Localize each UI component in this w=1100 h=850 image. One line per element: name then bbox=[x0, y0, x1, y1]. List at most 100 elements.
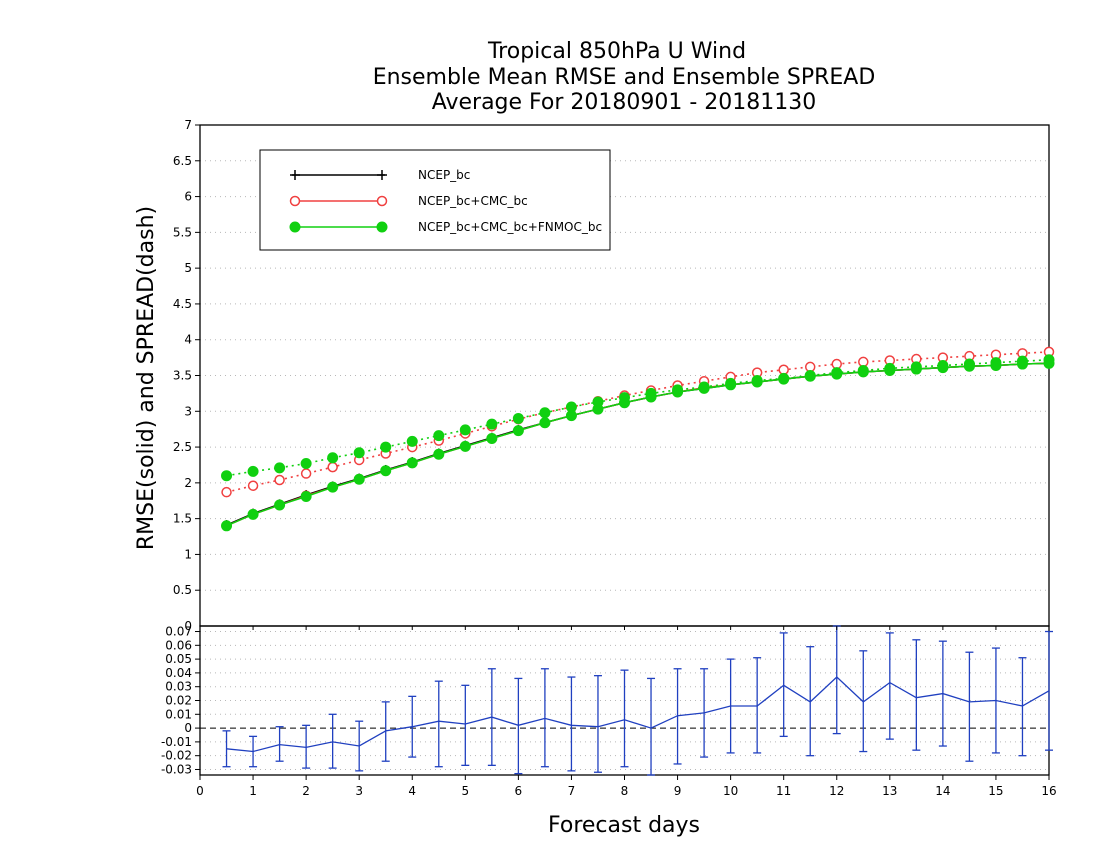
spread-point bbox=[512, 412, 524, 424]
x-tick-label: 12 bbox=[829, 784, 844, 798]
y-tick-label: 7 bbox=[184, 118, 192, 132]
error-bar bbox=[885, 632, 894, 740]
spread-point bbox=[247, 480, 259, 491]
legend-box bbox=[259, 149, 611, 251]
y-tick-label: 6 bbox=[184, 190, 192, 204]
rmse-point bbox=[831, 368, 843, 380]
error-bar bbox=[567, 676, 576, 772]
rmse-point bbox=[698, 382, 710, 394]
y-tick-label: 0 bbox=[184, 721, 192, 735]
series-2 bbox=[221, 354, 1055, 532]
x-tick-label: 4 bbox=[408, 784, 416, 798]
rmse-point bbox=[274, 499, 286, 511]
error-bar bbox=[434, 680, 443, 768]
x-tick-label: 10 bbox=[723, 784, 738, 798]
error-bar bbox=[912, 639, 921, 751]
rmse-point bbox=[725, 379, 737, 391]
spread-line bbox=[226, 359, 1050, 477]
rmse-point bbox=[937, 362, 949, 374]
error-bar bbox=[1018, 657, 1027, 757]
spread-point bbox=[353, 447, 365, 459]
y-tick-label: 5.5 bbox=[173, 225, 192, 239]
legend-marker bbox=[376, 221, 388, 233]
rmse-point bbox=[247, 508, 259, 520]
rmse-point bbox=[857, 366, 869, 378]
rmse-point bbox=[778, 373, 790, 385]
x-tick-label: 14 bbox=[935, 784, 950, 798]
rmse-point bbox=[300, 490, 312, 502]
y-tick-label: 0.06 bbox=[165, 638, 192, 652]
spread-point bbox=[247, 465, 259, 477]
x-tick-label: 9 bbox=[674, 784, 682, 798]
x-tick-label: 11 bbox=[776, 784, 791, 798]
rmse-point bbox=[963, 360, 975, 372]
rmse-point bbox=[486, 432, 498, 444]
y-axis-label: RMSE(solid) and SPREAD(dash) bbox=[134, 206, 159, 550]
y-tick-label: 4 bbox=[184, 333, 192, 347]
error-bar bbox=[647, 677, 656, 776]
x-axis-label: Forecast days bbox=[548, 813, 700, 838]
y-tick-label: 0.04 bbox=[165, 666, 192, 680]
x-tick-label: 6 bbox=[515, 784, 523, 798]
x-tick-label: 16 bbox=[1041, 784, 1056, 798]
legend-label: NCEP_bc+CMC_bc bbox=[418, 194, 528, 208]
rmse-point bbox=[221, 520, 233, 532]
y-tick-label: 6.5 bbox=[173, 154, 192, 168]
spread-point bbox=[380, 441, 392, 453]
error-bar bbox=[965, 651, 974, 762]
x-tick-label: 1 bbox=[249, 784, 257, 798]
y-tick-label: 1 bbox=[184, 547, 192, 561]
rmse-point bbox=[910, 363, 922, 375]
chart-title-line-1: Tropical 850hPa U Wind bbox=[487, 39, 746, 64]
error-bar bbox=[514, 677, 523, 775]
rmse-point bbox=[459, 440, 471, 452]
x-tick-label: 0 bbox=[196, 784, 204, 798]
spread-point bbox=[459, 424, 471, 436]
x-tick-label: 13 bbox=[882, 784, 897, 798]
legend: NCEP_bc NCEP_bc+CMC_bc NCEP_bc+CMC_bc+FNMO… bbox=[259, 149, 611, 251]
rmse-point bbox=[751, 376, 763, 388]
y-tick-label: -0.02 bbox=[161, 749, 192, 763]
legend-label: NCEP_bc+CMC_bc+FNMOC_bc bbox=[418, 220, 602, 234]
spread-point bbox=[221, 470, 233, 482]
rmse-point bbox=[990, 359, 1002, 371]
error-bar bbox=[593, 675, 602, 773]
rmse-point bbox=[539, 417, 551, 429]
x-tick-label: 3 bbox=[355, 784, 363, 798]
spread-point bbox=[221, 486, 232, 498]
y-tick-label: -0.01 bbox=[161, 735, 192, 749]
rmse-point bbox=[1016, 358, 1028, 370]
difference-panel: -0.03-0.02-0.0100.010.020.030.040.050.06… bbox=[161, 619, 1057, 798]
rmse-point bbox=[619, 397, 630, 409]
x-tick-label: 2 bbox=[302, 784, 310, 798]
y-tick-label: 2 bbox=[184, 476, 192, 490]
x-tick-label: 7 bbox=[568, 784, 576, 798]
y-tick-label: 0.5 bbox=[173, 583, 192, 597]
y-tick-label: 0.01 bbox=[165, 707, 192, 721]
y-tick-label: 4.5 bbox=[173, 297, 192, 311]
legend-marker bbox=[377, 170, 387, 180]
rmse-point bbox=[1043, 357, 1055, 369]
chart-title-line-2: Ensemble Mean RMSE and Ensemble SPREAD bbox=[373, 65, 876, 90]
rmse-point bbox=[672, 386, 684, 398]
y-tick-label: 2.5 bbox=[173, 440, 192, 454]
error-bar bbox=[461, 684, 470, 766]
rmse-point bbox=[645, 391, 657, 403]
spread-point bbox=[274, 474, 285, 486]
chart-title: Tropical 850hPa U Wind Ensemble Mean RMS… bbox=[373, 39, 876, 115]
error-bar bbox=[302, 724, 311, 769]
y-tick-label: 3 bbox=[184, 404, 192, 418]
spread-point bbox=[539, 407, 551, 419]
rmse-point bbox=[406, 457, 418, 469]
spread-point bbox=[486, 418, 498, 430]
spread-point bbox=[406, 435, 418, 447]
rmse-point bbox=[512, 425, 524, 437]
y-tick-label: 1.5 bbox=[173, 512, 192, 526]
spread-line bbox=[226, 351, 1050, 493]
rmse-point bbox=[804, 370, 816, 382]
legend-marker bbox=[289, 221, 301, 233]
legend-marker bbox=[289, 195, 301, 207]
y-tick-label: 0.02 bbox=[165, 694, 192, 708]
legend-marker bbox=[290, 170, 300, 180]
